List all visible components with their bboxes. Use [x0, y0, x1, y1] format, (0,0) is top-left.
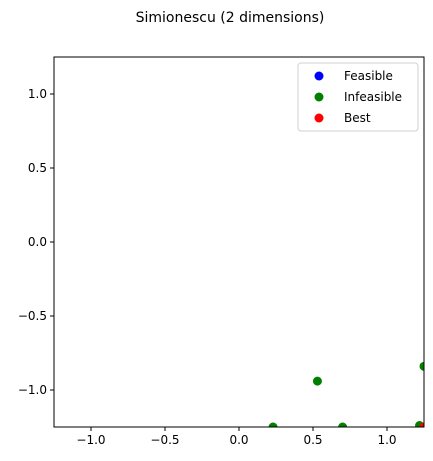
points-layer: [268, 361, 424, 427]
y-axis: 1.0 0.5 0.0 −0.5 −1.0: [18, 87, 54, 397]
chart-title: Simionescu (2 dimensions): [136, 10, 325, 26]
point-infeasible: [268, 422, 278, 427]
legend-marker-feasible: [314, 71, 324, 81]
point-infeasible: [419, 361, 424, 371]
point-infeasible: [312, 376, 322, 386]
point-infeasible: [338, 422, 348, 427]
y-tick-label: −1.0: [18, 383, 47, 397]
point-best: [419, 422, 424, 427]
x-tick-label: −1.0: [76, 433, 105, 447]
legend-label-best: Best: [344, 111, 371, 125]
legend-marker-infeasible: [314, 92, 324, 102]
y-tick-label: −0.5: [18, 309, 47, 323]
x-tick-label: 0.0: [229, 433, 248, 447]
legend-box: [297, 62, 419, 132]
x-tick-label: 1.0: [377, 433, 396, 447]
y-tick-label: 1.0: [28, 87, 47, 101]
legend-label-infeasible: Infeasible: [344, 90, 402, 104]
x-tick-label: 0.5: [303, 433, 322, 447]
x-axis: −1.0 −0.5 0.0 0.5 1.0: [76, 427, 397, 447]
legend: Feasible Infeasible Best: [297, 62, 419, 132]
y-tick-label: 0.5: [28, 161, 47, 175]
x-tick-label: −0.5: [150, 433, 179, 447]
y-tick-label: 0.0: [28, 235, 47, 249]
legend-marker-best: [314, 113, 324, 123]
legend-label-feasible: Feasible: [344, 69, 393, 83]
